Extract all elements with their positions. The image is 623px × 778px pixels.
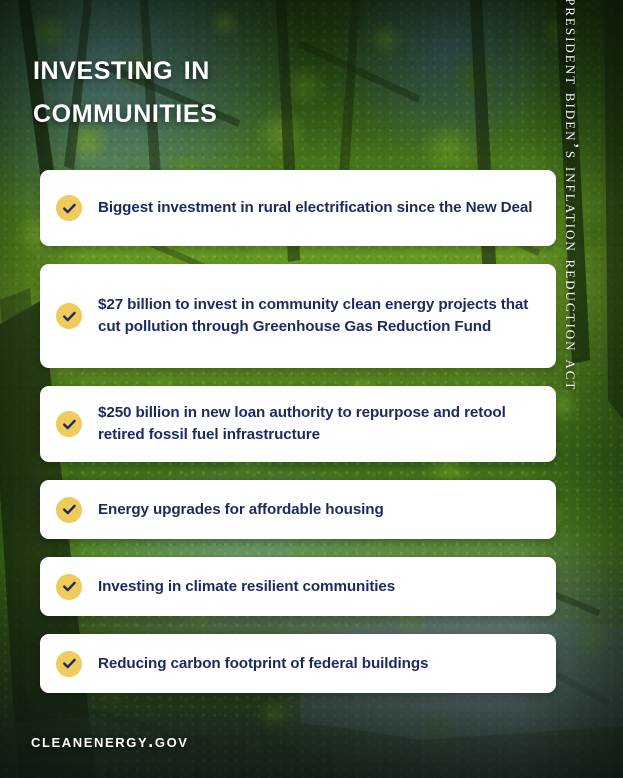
list-item: Reducing carbon footprint of federal bui…: [40, 634, 556, 693]
list-item-label: Energy upgrades for affordable housing: [98, 500, 384, 518]
list-item-label: Investing in climate resilient communiti…: [98, 577, 396, 595]
list-item-label: Reducing carbon footprint of federal bui…: [98, 654, 429, 672]
page-title: Investing in Communities: [33, 45, 463, 131]
page-title-line-2: Communities: [33, 89, 218, 130]
list-item-label: Biggest investment in rural electrificat…: [98, 199, 533, 216]
check-icon: [56, 195, 82, 221]
check-icon: [56, 411, 82, 437]
check-icon: [56, 496, 82, 523]
list-item: $250 billion in new loan authority to re…: [40, 386, 556, 462]
check-icon: [56, 650, 82, 677]
list-item: Investing in climate resilient communiti…: [40, 557, 556, 616]
list-item-label: $27 billion to invest in community clean…: [98, 296, 529, 335]
list-item-label: $250 billion in new loan authority to re…: [98, 404, 506, 443]
bullet-card-list: Biggest investment in rural electrificat…: [40, 170, 556, 711]
list-item: $27 billion to invest in community clean…: [40, 264, 556, 368]
list-item: Energy upgrades for affordable housing: [40, 480, 556, 539]
check-icon: [56, 573, 82, 600]
footer-website-url: CleanEnergy.Gov: [31, 731, 189, 751]
side-rail-act-title: President Biden’s Inflation Reduction Ac…: [561, 0, 582, 392]
check-icon: [56, 303, 82, 329]
list-item: Biggest investment in rural electrificat…: [40, 170, 556, 246]
page-title-line-1: Investing in: [33, 46, 210, 87]
